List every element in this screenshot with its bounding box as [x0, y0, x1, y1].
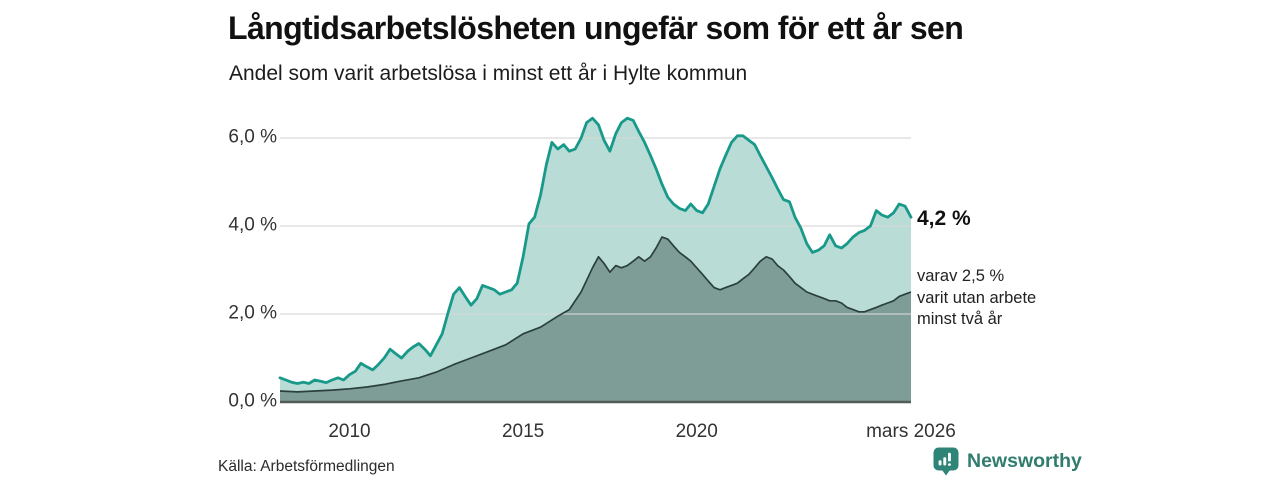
x-tick-label: 2010 — [328, 421, 371, 442]
y-tick-label: 4,0 % — [228, 214, 277, 236]
newsworthy-wordmark: Newsworthy — [967, 450, 1082, 472]
x-tick-label: 2015 — [501, 421, 545, 442]
y-tick-label: 2,0 % — [228, 302, 277, 324]
secondary-line — [279, 236, 912, 393]
y-tick-label: 6,0 % — [228, 126, 277, 148]
x-tick-label: mars 2026 — [866, 421, 956, 442]
secondary-value-line: varav 2,5 % — [917, 267, 1005, 285]
secondary-value-label: varav 2,5 % varit utan arbete minst två år — [917, 266, 1036, 331]
y-tick-label: 0,0 % — [228, 390, 277, 412]
latest-value-label: 4,2 % — [917, 207, 971, 230]
x-tick-label: 2020 — [675, 421, 718, 442]
page-title: Långtidsarbetslösheten ungefär som för e… — [228, 10, 964, 46]
newsworthy-bubble-icon — [933, 447, 959, 476]
secondary-value-line: varit utan arbete — [917, 288, 1037, 307]
primary-line — [278, 116, 913, 385]
secondary-value-line: minst två år — [917, 310, 1003, 328]
secondary-area — [280, 237, 911, 402]
source-note: Källa: Arbetsförmedlingen — [218, 458, 395, 475]
newsworthy-logo[interactable]: Newsworthy — [933, 447, 1082, 476]
chart-subtitle: Andel som varit arbetslösa i minst ett å… — [229, 62, 748, 85]
